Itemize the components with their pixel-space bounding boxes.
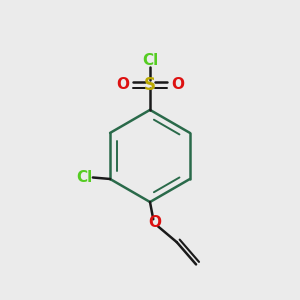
- Text: O: O: [116, 77, 129, 92]
- Text: Cl: Cl: [76, 170, 93, 185]
- Text: O: O: [171, 77, 184, 92]
- Text: Cl: Cl: [142, 53, 158, 68]
- Text: O: O: [148, 215, 161, 230]
- Text: S: S: [144, 76, 156, 94]
